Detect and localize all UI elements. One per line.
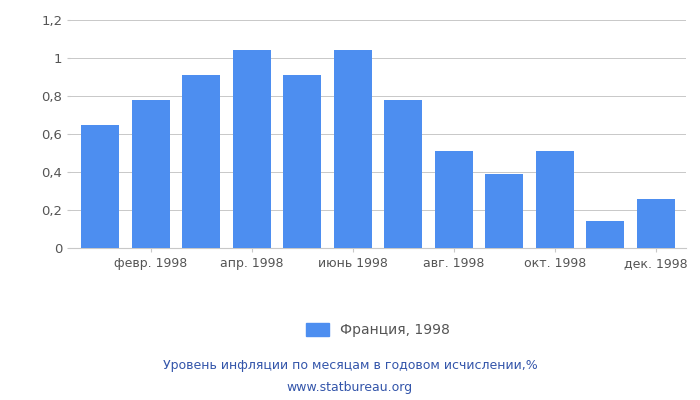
- Bar: [384, 100, 422, 248]
- Bar: [284, 75, 321, 248]
- Bar: [587, 222, 624, 248]
- Bar: [132, 100, 169, 248]
- Bar: [182, 75, 220, 248]
- Text: www.statbureau.org: www.statbureau.org: [287, 382, 413, 394]
- Bar: [536, 151, 574, 248]
- Bar: [435, 151, 472, 248]
- Legend: Франция, 1998: Франция, 1998: [307, 323, 449, 337]
- Bar: [334, 50, 372, 248]
- Text: Уровень инфляции по месяцам в годовом исчислении,%: Уровень инфляции по месяцам в годовом ис…: [162, 360, 538, 372]
- Bar: [233, 50, 271, 248]
- Bar: [81, 124, 119, 248]
- Bar: [485, 174, 523, 248]
- Bar: [637, 198, 675, 248]
